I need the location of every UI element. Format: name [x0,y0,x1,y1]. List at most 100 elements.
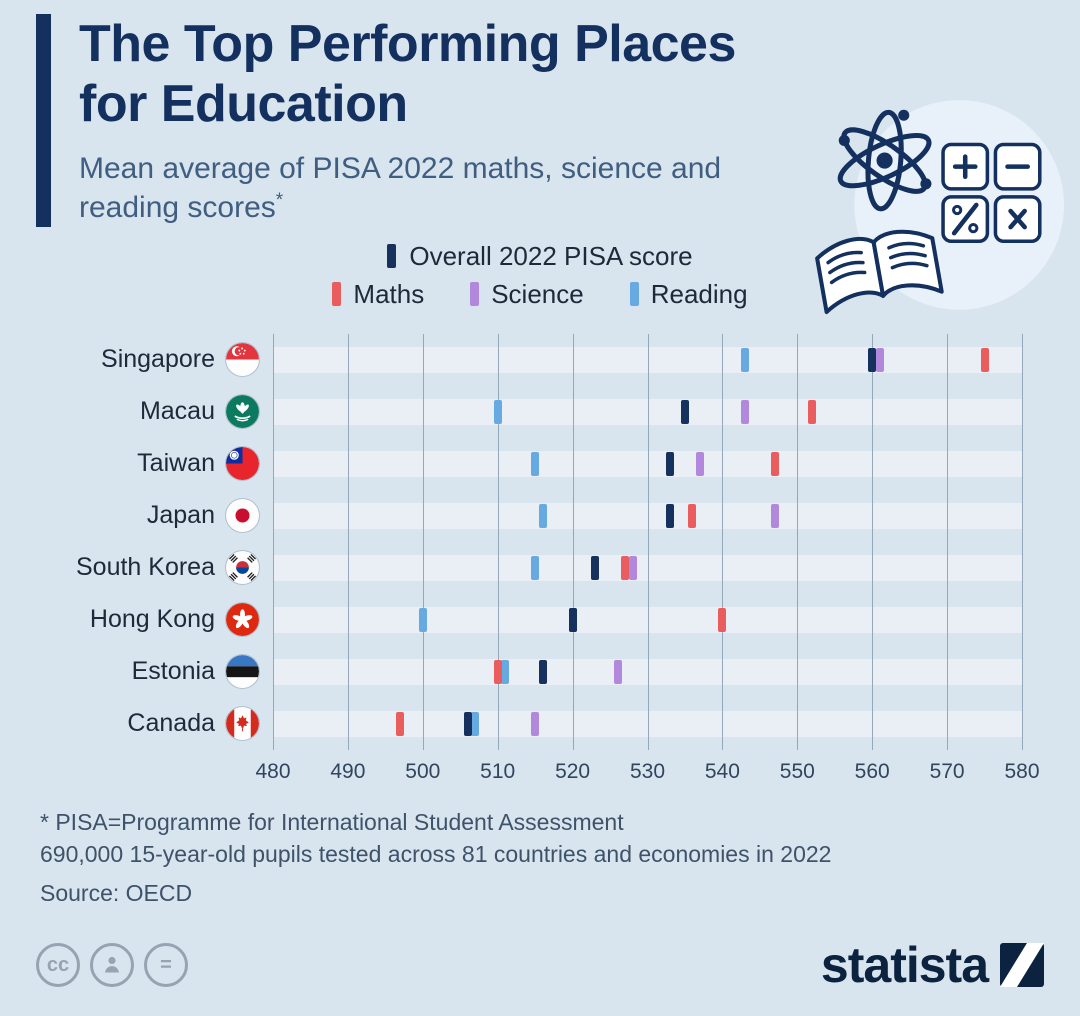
accent-bar [36,14,51,227]
mo-flag-icon [226,395,259,429]
maths-marker [493,659,502,684]
maths-marker [688,503,697,528]
maths-marker [808,399,817,424]
statista-logo-mark [1000,943,1044,987]
overall-marker [680,399,689,424]
legend-label-overall: Overall 2022 PISA score [409,240,693,271]
x-tick-label: 510 [480,759,516,783]
plot-row [273,542,1022,594]
reading-marker [493,399,502,424]
x-tick-label: 530 [629,759,666,783]
header: The Top Performing Places for Education … [0,0,1080,227]
row-label: Japan [38,490,273,542]
plot-row [273,646,1022,698]
cc-license-icons: cc = [36,943,188,987]
overall-marker [568,607,577,632]
row-label: South Korea [38,542,273,594]
education-illustration [815,100,1064,314]
x-tick-label: 540 [704,759,740,783]
legend-item-reading: Reading [629,279,748,310]
row-label: Taiwan [38,438,273,490]
ca-flag-icon [226,707,259,741]
maths-marker [718,607,727,632]
row-band [273,502,1022,529]
reading-marker [501,659,510,684]
row-band [273,398,1022,425]
labels-column: Singapore Macau Taiwan Japan South Korea Hong… [38,334,273,790]
legend-label-maths: Maths [353,278,425,309]
row-band [273,450,1022,477]
row-band [273,658,1022,685]
x-axis: 480 490 500 510 520 530 540 550 560 570 580 [255,754,1039,790]
ee-flag-icon [226,655,259,689]
legend-label-science: Science [491,278,584,309]
statista-logo: statista [821,936,1044,994]
x-tick-label: 580 [1004,759,1040,783]
row-label: Canada [38,698,273,750]
plot-row [273,334,1022,386]
statista-wordmark: statista [820,937,989,993]
country-name: Canada [127,709,215,738]
overall-marker [665,451,674,476]
sg-flag-icon [226,343,259,377]
plot-row [273,438,1022,490]
cc-icon: cc [36,943,80,987]
chart-legend: Overall 2022 PISA score Maths Science Re… [0,241,1080,310]
page-subtitle: Mean average of PISA 2022 maths, science… [79,149,780,227]
attribution-person-icon [90,943,134,987]
x-tick-label: 560 [854,759,890,783]
row-label: Macau [38,386,273,438]
math-symbols-icon [941,142,1042,243]
science-marker [531,711,540,736]
legend-marker-reading [629,282,639,307]
science-marker [695,451,704,476]
overall-marker [463,711,472,736]
overall-marker [591,555,600,580]
science-marker [740,399,749,424]
plot-row [273,490,1022,542]
reading-marker [531,555,540,580]
science-marker [628,555,637,580]
x-tick-label: 570 [929,759,965,783]
row-band [273,606,1022,633]
kr-flag-icon [226,551,259,585]
atom-icon [837,109,932,212]
legend-item-science: Science [470,279,584,310]
maths-marker [980,347,989,372]
footnote-pisa: * PISA=Programme for International Stude… [40,808,624,835]
reading-marker [740,347,749,372]
overall-marker [538,659,547,684]
country-name: Estonia [131,657,215,686]
legend-marker-maths [332,282,342,307]
legend-line-overall: Overall 2022 PISA score [387,240,693,272]
reading-marker [538,503,547,528]
x-tick-label: 550 [779,759,815,783]
plot-row [273,698,1022,750]
row-label: Singapore [38,334,273,386]
no-derivatives-icon: = [144,943,188,987]
plot-column: 480 490 500 510 520 530 540 550 560 570 580 [255,333,1040,790]
tw-flag-icon [226,447,259,481]
footnote-sample: 690,000 15-year-old pupils tested across… [40,841,832,868]
jp-flag-icon [226,499,259,533]
hk-flag-icon [226,603,259,637]
footer: cc = statista [36,936,1044,994]
maths-marker [621,555,630,580]
subtitle-footnote-marker: * [275,189,284,211]
page-title: The Top Performing Places for Education [79,15,736,134]
source-line: Source: OECD [40,879,193,906]
x-tick-label: 490 [330,759,366,783]
reading-marker [418,607,427,632]
row-band [273,346,1022,373]
country-name: Macau [139,397,215,426]
maths-marker [396,711,405,736]
science-marker [770,503,779,528]
subtitle-text: Mean average of PISA 2022 maths, science… [79,151,722,224]
row-label: Hong Kong [38,594,273,646]
legend-marker-science [470,282,480,307]
row-band [273,710,1022,737]
country-name: Japan [146,501,215,530]
row-label: Estonia [38,646,273,698]
reading-marker [531,451,540,476]
plot-row [273,386,1022,438]
